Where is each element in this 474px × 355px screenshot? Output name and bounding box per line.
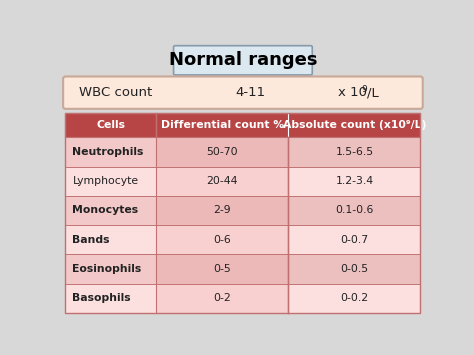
Text: 2-9: 2-9 (213, 206, 231, 215)
Bar (288, 225, 420, 254)
Text: 0-6: 0-6 (213, 235, 231, 245)
Text: 4-11: 4-11 (235, 86, 265, 99)
Text: Differential count %: Differential count % (161, 120, 284, 130)
Text: Lymphocyte: Lymphocyte (73, 176, 138, 186)
Text: /L: /L (367, 86, 379, 99)
Bar (156, 196, 288, 225)
Text: Monocytes: Monocytes (73, 206, 138, 215)
FancyBboxPatch shape (173, 46, 312, 75)
Bar (288, 284, 420, 313)
Bar (65, 113, 420, 137)
Text: 0-5: 0-5 (213, 264, 231, 274)
Bar (65, 137, 156, 166)
Bar (156, 137, 288, 166)
Text: 0-0.7: 0-0.7 (340, 235, 368, 245)
Text: 20-44: 20-44 (206, 176, 238, 186)
Text: 50-70: 50-70 (206, 147, 238, 157)
Text: Basophils: Basophils (73, 293, 131, 303)
Text: 0-2: 0-2 (213, 293, 231, 303)
Text: x 10: x 10 (338, 86, 367, 99)
Text: Cells: Cells (96, 120, 125, 130)
Bar (156, 284, 288, 313)
Bar (65, 225, 156, 254)
Text: WBC count: WBC count (80, 86, 153, 99)
Bar (65, 196, 156, 225)
Bar (288, 254, 420, 284)
Text: 1.2-3.4: 1.2-3.4 (335, 176, 374, 186)
Text: 0-0.2: 0-0.2 (340, 293, 368, 303)
Bar (288, 137, 420, 166)
Text: Absolute count (x10⁹/L): Absolute count (x10⁹/L) (283, 120, 426, 130)
Text: Eosinophils: Eosinophils (73, 264, 142, 274)
Text: Neutrophils: Neutrophils (73, 147, 144, 157)
Bar (156, 225, 288, 254)
Text: 9: 9 (362, 85, 367, 94)
Text: 0-0.5: 0-0.5 (340, 264, 368, 274)
Bar (65, 166, 156, 196)
Bar (288, 166, 420, 196)
Bar (156, 254, 288, 284)
Bar (65, 254, 156, 284)
Text: 1.5-6.5: 1.5-6.5 (335, 147, 374, 157)
Text: 0.1-0.6: 0.1-0.6 (335, 206, 374, 215)
Bar (288, 196, 420, 225)
Bar (65, 284, 156, 313)
Bar (156, 166, 288, 196)
Text: Bands: Bands (73, 235, 110, 245)
FancyBboxPatch shape (63, 76, 423, 109)
Bar (65, 113, 420, 313)
Text: Normal ranges: Normal ranges (169, 51, 317, 69)
